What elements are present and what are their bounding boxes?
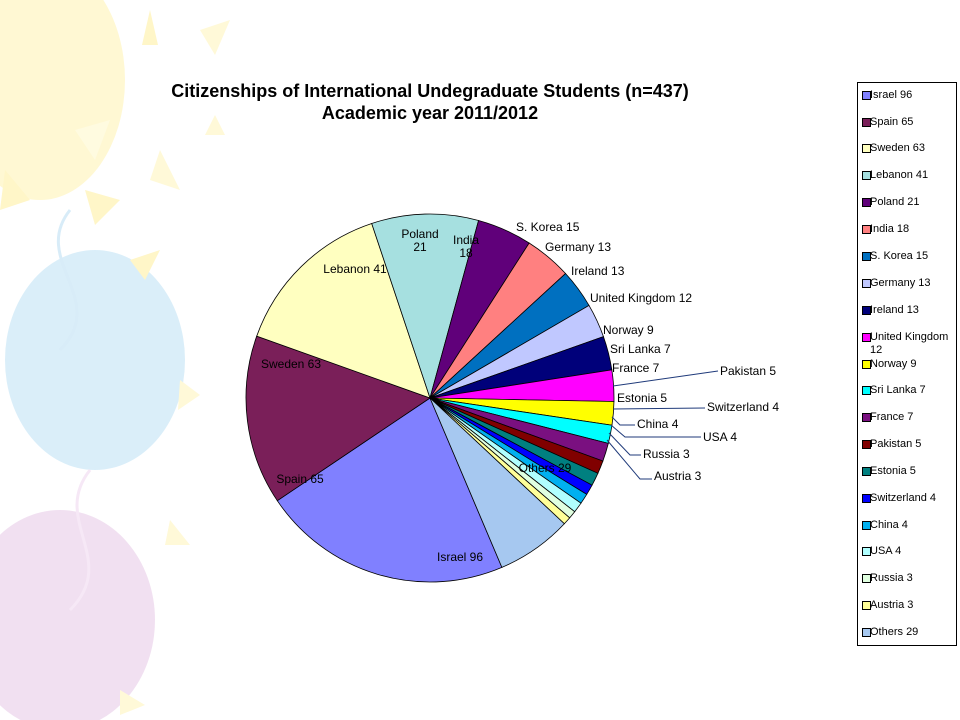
legend-label: Switzerland 4	[870, 492, 937, 504]
legend-label: S. Korea 15	[870, 250, 929, 262]
leader-line-pakistan-5	[612, 370, 719, 387]
legend-swatch	[862, 279, 871, 288]
legend-swatch	[862, 547, 871, 556]
pie-slice-sweden-63	[256, 222, 431, 399]
leader-line-usa-4	[610, 424, 701, 438]
slice-label-norway-9: Norway 9	[603, 323, 654, 337]
legend-swatch	[862, 521, 871, 530]
leader-line-austria-3	[606, 439, 652, 480]
legend-label: United Kingdom 12	[870, 331, 949, 356]
slice-label-india-18: India 18	[453, 233, 479, 260]
legend-label: India 18	[870, 223, 910, 235]
slice-label-germany-13: Germany 13	[545, 240, 611, 254]
legend-label: Ireland 13	[870, 304, 919, 316]
legend-label: Estonia 5	[870, 465, 916, 477]
slice-label-russia-3: Russia 3	[643, 447, 690, 461]
legend-swatch	[862, 171, 871, 180]
legend-swatch	[862, 440, 871, 449]
legend: Israel 96 Spain 65 Sweden 63 Lebanon 41 Pola…	[857, 82, 957, 646]
slice-label-israel-96: Israel 96	[437, 550, 483, 564]
chart-title: Citizenships of International Undegradua…	[171, 81, 689, 101]
slice-label-china-4: China 4	[637, 417, 679, 431]
legend-label: Lebanon 41	[870, 169, 929, 181]
legend-label: France 7	[870, 411, 914, 423]
leader-line-russia-3	[608, 432, 641, 456]
slice-label-spain-65: Spain 65	[276, 472, 324, 486]
legend-label: Others 29	[870, 626, 919, 638]
legend-label: Austria 3	[870, 599, 914, 611]
slice-label-others-29: Others 29	[519, 461, 572, 475]
legend-swatch	[862, 386, 871, 395]
legend-label: USA 4	[870, 545, 902, 557]
slice-label-poland-21: Poland 21	[401, 227, 438, 254]
legend-swatch	[862, 252, 871, 261]
legend-swatch	[862, 628, 871, 637]
legend-swatch	[862, 225, 871, 234]
slice-label-austria-3: Austria 3	[654, 469, 702, 483]
legend-swatch	[862, 467, 871, 476]
legend-label: Sri Lanka 7	[870, 384, 926, 396]
legend-label: Israel 96	[870, 89, 913, 101]
leader-line-china-4	[611, 416, 635, 426]
leader-lines	[606, 370, 719, 480]
chart-subtitle: Academic year 2011/2012	[321, 103, 539, 123]
slice-label-sweden-63: Sweden 63	[261, 357, 321, 371]
legend-label: Germany 13	[870, 277, 931, 289]
leader-line-switzerland-4	[612, 407, 706, 410]
legend-swatch	[862, 413, 871, 422]
legend-label: Pakistan 5	[870, 438, 922, 450]
legend-swatch	[862, 306, 871, 315]
legend-label: China 4	[870, 519, 908, 531]
slice-label-france-7: France 7	[612, 361, 660, 375]
legend-swatch	[862, 360, 871, 369]
slice-label-pakistan-5: Pakistan 5	[720, 364, 776, 378]
slice-label-switzerland-4: Switzerland 4	[707, 400, 779, 414]
legend-swatch	[862, 494, 871, 503]
legend-label: Russia 3	[870, 572, 913, 584]
pie-slice-israel-96	[276, 397, 503, 583]
chart-title-block: Citizenships of International Undegradua…	[150, 80, 710, 124]
slice-labels: Israel 96 Spain 65 Sweden 63 Lebanon 41 Pola…	[261, 220, 779, 564]
slice-label-estonia-5: Estonia 5	[617, 391, 667, 405]
pie-slice-others-29	[429, 397, 565, 568]
slice-label-ireland-13: Ireland 13	[571, 264, 625, 278]
slice-label-united-kingdom-12: United Kingdom 12	[590, 291, 692, 305]
slice-label-usa-4: USA 4	[703, 430, 737, 444]
legend-swatch	[862, 333, 871, 342]
slice-label-s-korea-15: S. Korea 15	[516, 220, 580, 234]
legend-swatch	[862, 574, 871, 583]
legend-label: Norway 9	[870, 358, 917, 370]
legend-label: Sweden 63	[870, 142, 926, 154]
legend-label: Spain 65	[870, 116, 914, 128]
legend-label: Poland 21	[870, 196, 920, 208]
legend-swatch	[862, 118, 871, 127]
slice-label-lebanon-41: Lebanon 41	[323, 262, 387, 276]
legend-swatch	[862, 91, 871, 100]
pie-slices	[245, 213, 615, 583]
pie-slice-lebanon-41	[371, 213, 480, 400]
slice-label-sri-lanka-7: Sri Lanka 7	[610, 342, 671, 356]
legend-swatch	[862, 601, 871, 610]
legend-swatch	[862, 144, 871, 153]
legend-swatch	[862, 198, 871, 207]
pie-slice-spain-65	[245, 335, 431, 502]
